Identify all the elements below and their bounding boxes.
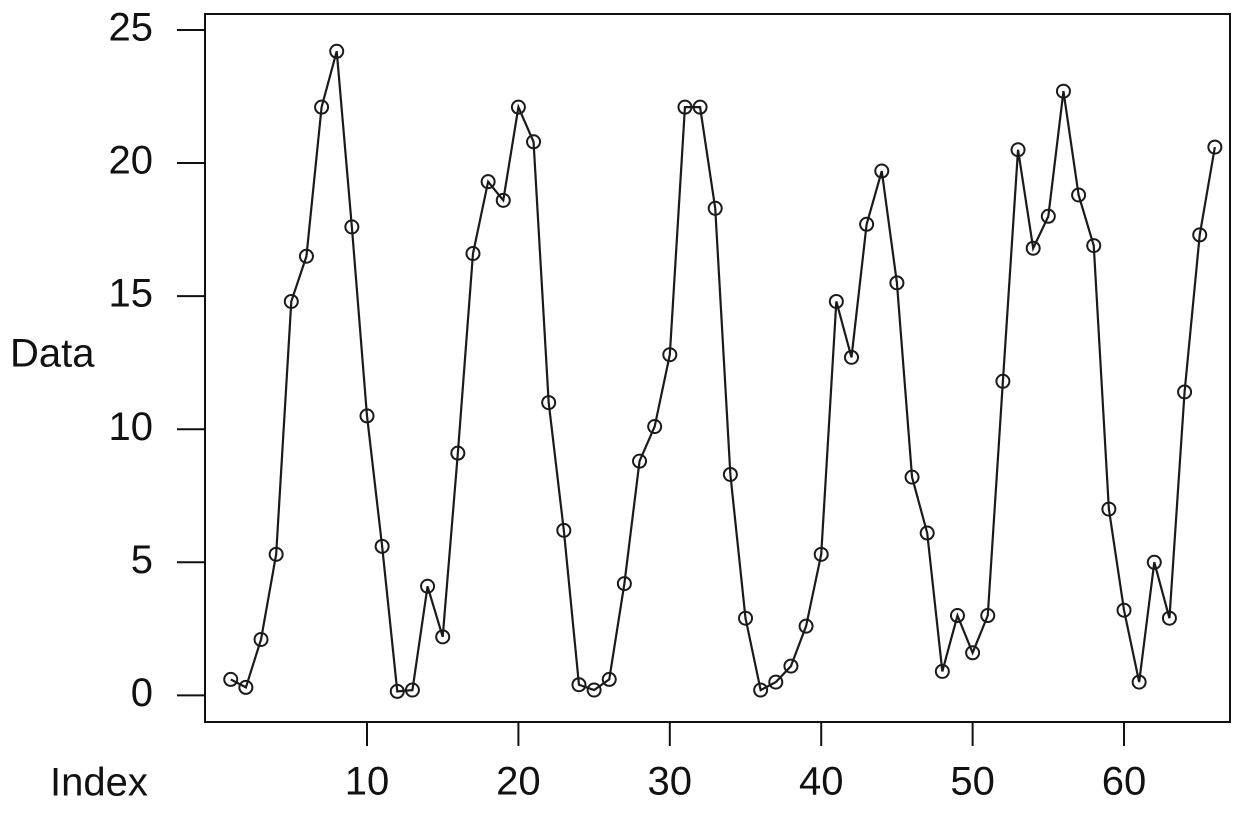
y-tick-label: 10 xyxy=(109,405,154,449)
y-tick-label: 15 xyxy=(109,272,154,316)
data-point xyxy=(934,663,950,679)
data-point xyxy=(238,679,254,695)
data-point xyxy=(495,192,511,208)
x-tick-label: 10 xyxy=(345,760,390,804)
data-point xyxy=(314,99,330,115)
plot-frame xyxy=(204,13,1231,723)
data-point xyxy=(889,275,905,291)
data-point xyxy=(707,200,723,216)
x-tick-label: 30 xyxy=(648,760,693,804)
data-point xyxy=(601,671,617,687)
data-point xyxy=(843,349,859,365)
data-point xyxy=(480,174,496,190)
data-point xyxy=(389,683,405,699)
y-tick-label: 5 xyxy=(131,538,153,582)
data-point xyxy=(1086,238,1102,254)
data-point xyxy=(571,677,587,693)
data-point xyxy=(586,682,602,698)
data-point xyxy=(1207,139,1223,155)
y-tick-label: 20 xyxy=(109,139,154,183)
data-point xyxy=(965,645,981,661)
data-point xyxy=(1146,554,1162,570)
data-point xyxy=(647,419,663,435)
data-point xyxy=(813,546,829,562)
data-point xyxy=(435,629,451,645)
x-tick-label: 60 xyxy=(1102,760,1147,804)
data-point xyxy=(722,466,738,482)
data-point xyxy=(1177,384,1193,400)
data-point xyxy=(1071,187,1087,203)
data-point xyxy=(738,610,754,626)
data-point xyxy=(450,445,466,461)
data-point xyxy=(556,522,572,538)
data-point xyxy=(1025,240,1041,256)
data-point xyxy=(526,134,542,150)
data-point xyxy=(632,453,648,469)
data-point xyxy=(1055,83,1071,99)
data-point xyxy=(949,608,965,624)
data-point xyxy=(223,671,239,687)
data-point xyxy=(1010,142,1026,158)
data-point xyxy=(1131,674,1147,690)
x-tick-label: 40 xyxy=(799,760,844,804)
data-point xyxy=(374,538,390,554)
data-point xyxy=(783,658,799,674)
data-point xyxy=(404,682,420,698)
data-line xyxy=(230,50,1216,693)
data-point xyxy=(753,682,769,698)
y-axis-label: Data xyxy=(10,332,95,376)
data-point xyxy=(980,608,996,624)
x-axis-label: Index xyxy=(50,761,148,805)
data-point xyxy=(798,618,814,634)
data-point xyxy=(465,246,481,262)
data-point xyxy=(1161,610,1177,626)
data-point xyxy=(1101,501,1117,517)
data-point xyxy=(859,216,875,232)
data-point xyxy=(283,293,299,309)
data-point xyxy=(329,43,345,59)
data-point xyxy=(253,631,269,647)
data-point xyxy=(1040,208,1056,224)
data-point xyxy=(616,576,632,592)
data-point xyxy=(1116,602,1132,618)
data-point xyxy=(359,408,375,424)
data-point xyxy=(768,674,784,690)
data-point xyxy=(1192,227,1208,243)
data-point xyxy=(420,578,436,594)
data-point xyxy=(904,469,920,485)
x-tick-label: 50 xyxy=(950,760,995,804)
data-point xyxy=(344,219,360,235)
data-point xyxy=(662,347,678,363)
data-point xyxy=(298,248,314,264)
data-point xyxy=(268,546,284,562)
data-point xyxy=(995,373,1011,389)
data-point xyxy=(828,293,844,309)
data-point xyxy=(692,99,708,115)
data-point xyxy=(919,525,935,541)
data-point xyxy=(874,163,890,179)
data-point xyxy=(510,99,526,115)
y-tick-label: 0 xyxy=(131,671,153,715)
x-tick-label: 20 xyxy=(496,760,541,804)
data-point xyxy=(677,99,693,115)
data-point xyxy=(541,395,557,411)
y-tick-label: 25 xyxy=(109,6,154,50)
